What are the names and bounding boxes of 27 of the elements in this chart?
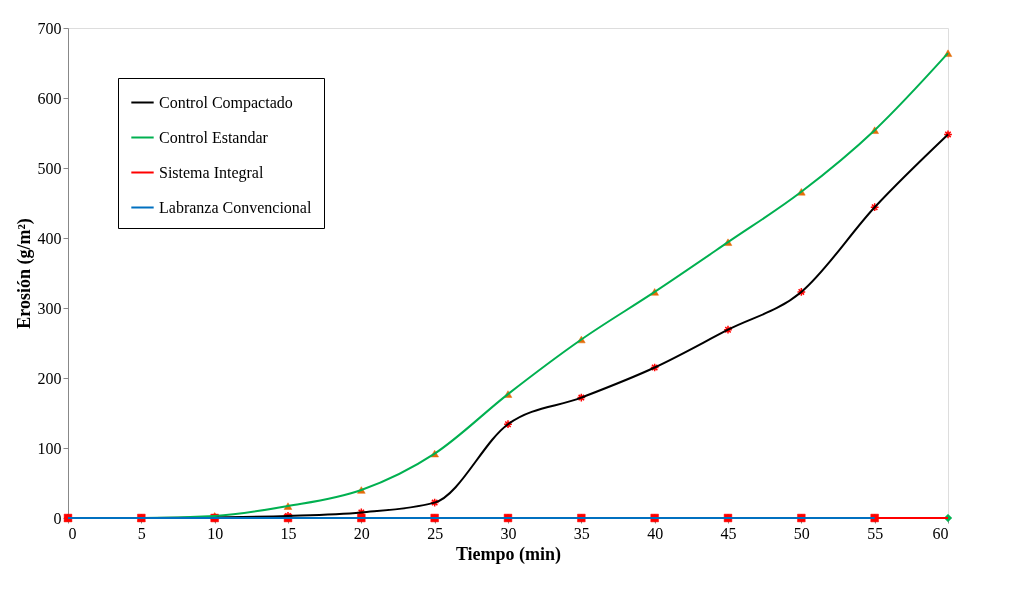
y-tick-label: 400 (37, 229, 62, 247)
y-tick-label: 0 (53, 509, 62, 527)
legend-label: Control Estandar (159, 128, 269, 146)
x-tick-label: 60 (932, 524, 949, 542)
y-tick-label: 600 (37, 89, 62, 107)
x-axis-title: Tiempo (min) (455, 543, 562, 565)
y-tick-label: 500 (37, 159, 62, 177)
y-tick-label: 300 (37, 299, 62, 317)
legend-label: Labranza Convencional (159, 198, 312, 216)
y-tick-label: 700 (37, 19, 62, 37)
x-tick-label: 15 (280, 524, 297, 542)
y-tick-label: 100 (37, 439, 62, 457)
x-tick-label: 55 (867, 524, 884, 542)
x-tick-label: 5 (137, 524, 146, 542)
y-tick-label: 200 (37, 369, 62, 387)
x-tick-label: 40 (647, 524, 664, 542)
legend-label: Control Compactado (159, 93, 293, 112)
x-tick-label: 50 (793, 524, 810, 542)
y-axis-title: Erosión (g/m²) (13, 218, 35, 329)
x-tick-label: 25 (427, 524, 444, 542)
x-tick-label: 10 (207, 524, 224, 542)
x-tick-label: 35 (573, 524, 590, 542)
x-tick-label: 30 (500, 524, 517, 542)
x-tick-label: 20 (353, 524, 370, 542)
x-tick-label: 0 (68, 524, 77, 542)
x-tick-label: 45 (720, 524, 737, 542)
legend-label: Sistema Integral (159, 163, 264, 182)
